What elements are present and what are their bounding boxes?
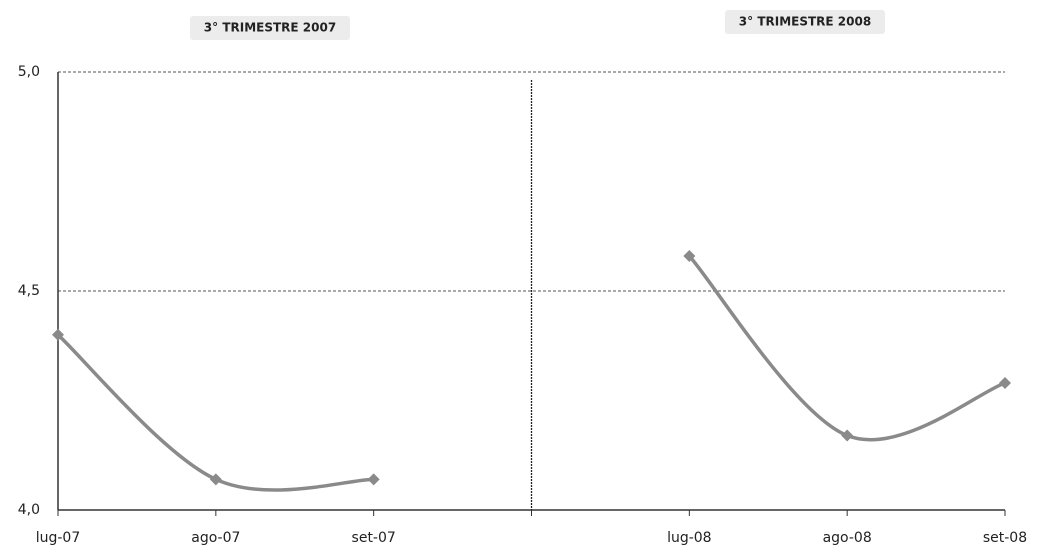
x-tick-label: ago-08: [823, 530, 872, 546]
annotation-box: [725, 10, 885, 34]
x-tick-label: set-08: [983, 530, 1027, 546]
marker: [209, 473, 222, 486]
marker: [841, 429, 854, 442]
x-tick-label: lug-07: [36, 530, 81, 546]
marker: [683, 249, 696, 262]
x-tick-label: lug-08: [667, 530, 712, 546]
marker: [52, 328, 64, 341]
y-tick-label: 4,5: [18, 283, 40, 299]
x-tick-label: ago-07: [191, 530, 240, 546]
y-tick-label: 4,0: [18, 502, 40, 518]
y-tick-label: 5,0: [18, 64, 40, 80]
marker: [367, 473, 380, 486]
annotation: 3° TRIMESTRE 2008: [739, 15, 871, 29]
annotation-box: [190, 16, 350, 40]
annotation: 3° TRIMESTRE 2007: [204, 21, 336, 35]
marker: [999, 376, 1011, 389]
x-tick-label: set-07: [352, 530, 396, 546]
